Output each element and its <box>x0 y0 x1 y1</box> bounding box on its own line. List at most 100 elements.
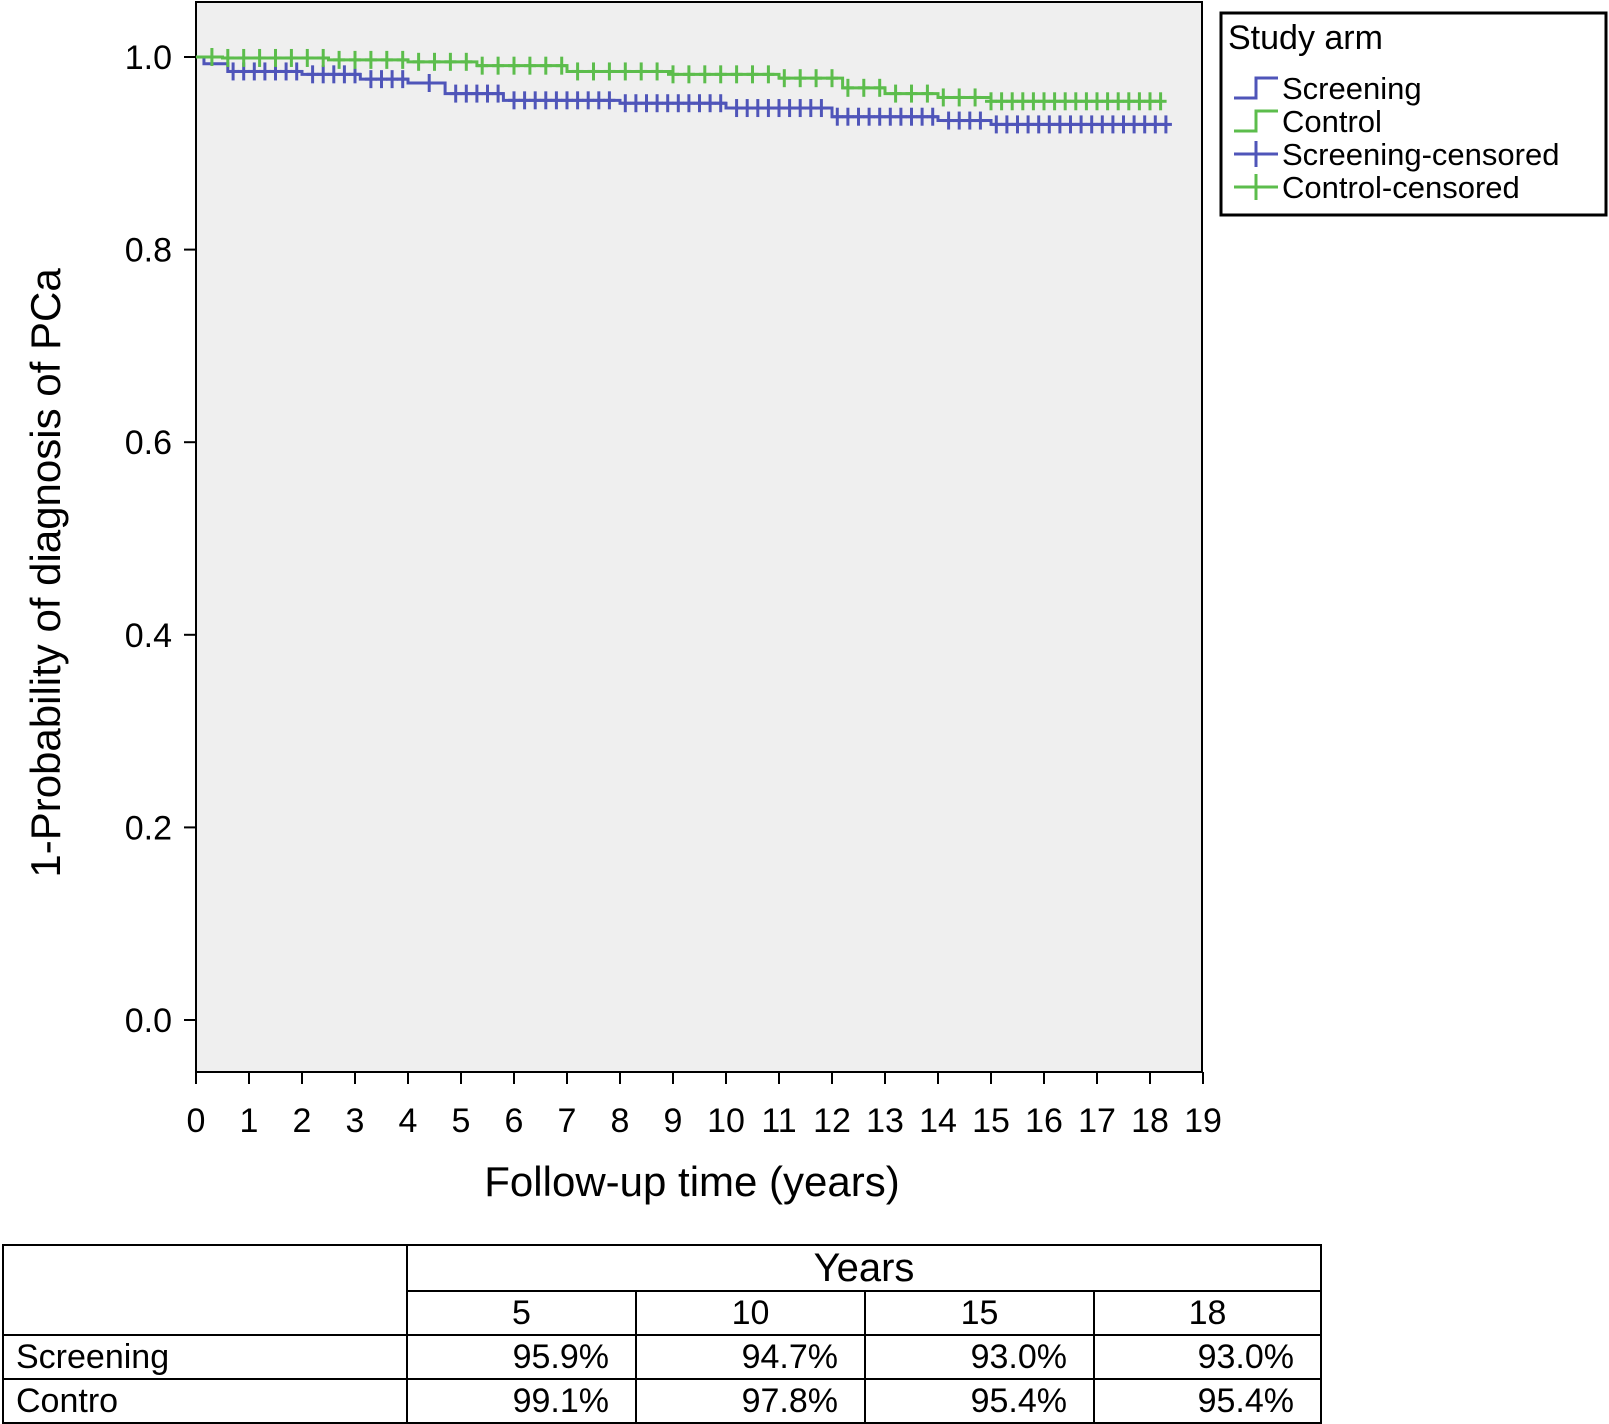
censor-mark <box>1128 115 1141 134</box>
table-cell: 93.0% <box>864 1334 1095 1380</box>
legend-line-swatch <box>1234 109 1278 133</box>
censor-mark <box>1117 115 1130 134</box>
censor-mark <box>269 48 282 67</box>
table-row: Contro 99.1% 97.8% 95.4% 95.4% <box>2 1378 1323 1424</box>
y-tick-label: 0.6 <box>125 424 172 462</box>
legend-title: Study arm <box>1228 19 1383 57</box>
censor-mark <box>704 94 717 113</box>
table-cell: 95.4% <box>864 1378 1095 1424</box>
table-cell: 94.7% <box>635 1334 866 1380</box>
x-tick-label: 10 <box>707 1102 745 1140</box>
censor-mark <box>508 56 520 75</box>
censor-mark <box>751 99 764 118</box>
plot-area <box>195 1 1203 1073</box>
censor-mark <box>1075 115 1088 134</box>
legend-line-swatch <box>1234 76 1278 100</box>
censor-mark <box>762 65 775 84</box>
y-tick-label: 0.4 <box>125 617 172 655</box>
censor-mark <box>290 62 303 81</box>
censor-mark <box>1106 115 1119 134</box>
censor-mark <box>258 62 271 81</box>
years-header: Years <box>405 1244 1323 1292</box>
year-header: 10 <box>635 1290 866 1336</box>
censor-mark <box>937 88 950 107</box>
censor-mark <box>555 56 568 75</box>
censor-mark <box>592 91 605 110</box>
censor-mark <box>428 52 441 71</box>
legend-entry: Screening-censored <box>1234 137 1559 172</box>
censor-mark <box>280 62 293 81</box>
censor-mark <box>1059 92 1072 111</box>
censor-mark <box>916 107 929 126</box>
censor-mark <box>852 107 865 126</box>
x-tick-label: 5 <box>452 1102 471 1140</box>
censor-mark <box>985 92 997 111</box>
censor-mark <box>1138 115 1151 134</box>
censor-mark <box>682 94 695 113</box>
legend-box <box>1219 11 1608 217</box>
censor-mark <box>672 94 685 113</box>
censor-mark <box>492 84 505 103</box>
censor-mark <box>582 91 595 110</box>
year-header: 15 <box>864 1290 1095 1336</box>
x-tick-label: 6 <box>505 1102 524 1140</box>
censor-mark <box>667 65 679 84</box>
censor-mark <box>338 65 351 84</box>
legend-entry: Screening <box>1234 71 1422 106</box>
censor-mark <box>873 78 886 97</box>
year-header: 18 <box>1092 1290 1323 1336</box>
censor-mark <box>1016 92 1029 111</box>
censor-mark <box>841 78 854 97</box>
censor-mark <box>682 65 695 84</box>
censor-mark <box>863 107 876 126</box>
table-year-row: 5 10 15 18 <box>3 1290 1323 1336</box>
year-header: 5 <box>406 1290 637 1336</box>
censor-mark <box>364 50 377 69</box>
x-tick-label: 17 <box>1078 1102 1116 1140</box>
x-axis-title: Follow-up time (years) <box>484 1158 899 1205</box>
x-tick-label: 18 <box>1131 1102 1169 1140</box>
censor-mark <box>1122 92 1135 111</box>
censor-mark <box>1112 92 1125 111</box>
censor-mark <box>561 91 573 110</box>
censor-mark <box>386 70 399 89</box>
censor-mark <box>714 94 727 113</box>
censor-mark <box>905 107 918 126</box>
censor-mark <box>741 99 754 118</box>
censor-mark <box>508 91 520 110</box>
survival-table: Years 5 10 15 18 Screening 95.9% 94.7% 9… <box>2 1244 1323 1424</box>
censor-mark <box>423 74 436 93</box>
censor-mark <box>1027 92 1040 111</box>
x-tick-label: 4 <box>399 1102 418 1140</box>
censor-mark <box>333 50 346 69</box>
censor-mark <box>587 62 600 81</box>
censor-mark <box>396 70 409 89</box>
censor-mark <box>953 111 966 130</box>
censor-mark <box>995 92 1008 111</box>
table-cell: 95.4% <box>1092 1378 1323 1424</box>
censor-mark <box>1080 92 1093 111</box>
censor-mark <box>841 107 854 126</box>
x-tick-label: 13 <box>866 1102 904 1140</box>
censor-mark <box>969 88 982 107</box>
censor-mark <box>651 62 664 81</box>
x-tick-label: 7 <box>558 1102 577 1140</box>
censor-mark <box>698 65 711 84</box>
censor-mark <box>539 56 552 75</box>
table-cell: 99.1% <box>406 1378 637 1424</box>
censor-mark <box>1085 115 1098 134</box>
censor-mark <box>1038 92 1050 111</box>
censor-mark <box>794 99 807 118</box>
legend-label: Screening <box>1282 71 1422 106</box>
censor-mark <box>778 69 791 88</box>
x-tick-label: 12 <box>813 1102 851 1140</box>
y-tick-label: 0.0 <box>125 1002 172 1040</box>
row-label: Contro <box>2 1378 408 1424</box>
x-tick-label: 19 <box>1184 1102 1222 1140</box>
y-tick-label: 0.2 <box>125 809 172 847</box>
censor-mark <box>481 84 494 103</box>
censor-mark <box>1053 115 1066 134</box>
y-axis-title: 1-Probability of diagnosis of PCa <box>22 268 69 878</box>
censor-mark <box>364 70 377 89</box>
censor-mark <box>523 56 536 75</box>
